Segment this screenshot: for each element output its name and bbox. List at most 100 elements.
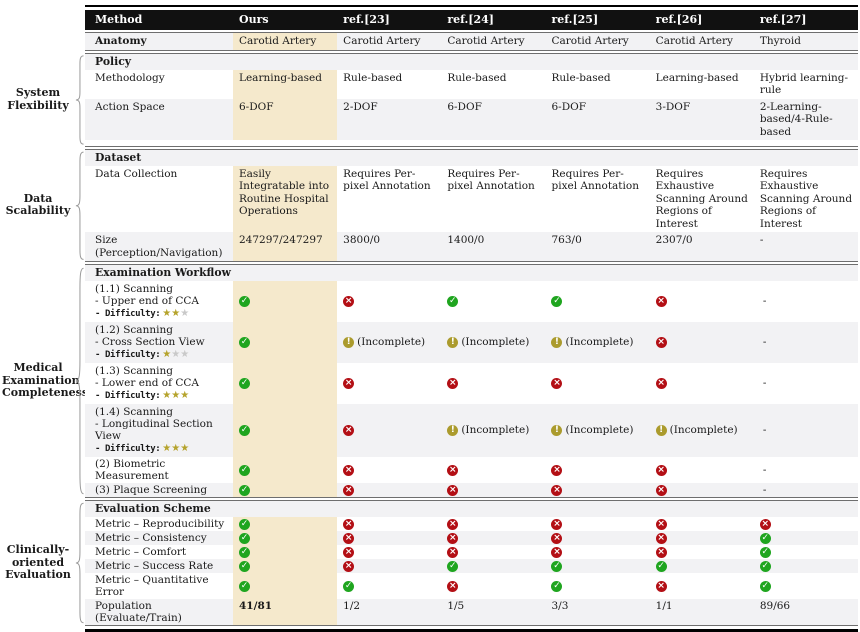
status-cell: × bbox=[337, 363, 441, 404]
check-icon: ✓ bbox=[239, 425, 250, 436]
cross-icon: × bbox=[655, 378, 667, 389]
incomplete-icon: ! bbox=[655, 425, 667, 436]
star-filled-icon: ★ bbox=[162, 390, 172, 401]
status-cell: × bbox=[441, 573, 545, 599]
column-header-ref26: ref.[26] bbox=[655, 13, 703, 26]
status-cell: × bbox=[337, 531, 441, 545]
check-icon: ✓ bbox=[239, 560, 250, 572]
row-label: Metric – Comfort bbox=[95, 546, 187, 558]
check-icon: ✓ bbox=[343, 580, 355, 592]
side-label-system-flexibility: System Flexibility bbox=[7, 86, 69, 112]
check-icon: ✓ bbox=[655, 560, 667, 572]
status-cell: ✓ bbox=[754, 545, 858, 559]
cross-icon: × bbox=[551, 518, 563, 530]
check-icon: ✓ bbox=[447, 296, 459, 307]
status-cell: - bbox=[762, 484, 767, 496]
section-header: Evaluation Scheme bbox=[85, 501, 858, 517]
status-cell: - bbox=[762, 424, 767, 437]
table-cell: Rule-based bbox=[447, 71, 507, 84]
check-icon: ✓ bbox=[759, 560, 771, 572]
cross-icon: × bbox=[343, 560, 355, 572]
table-cell: Rule-based bbox=[343, 71, 403, 84]
table-cell: Carotid Artery bbox=[551, 35, 629, 47]
row-label: Size (Perception/Navigation) bbox=[95, 234, 223, 259]
column-header-ref27: ref.[27] bbox=[759, 13, 807, 26]
status-cell: × bbox=[650, 457, 754, 483]
section-policy: System Flexibility Policy Methodology Le… bbox=[0, 52, 860, 147]
table-cell: 2-Learning-based/4-Rule-based bbox=[759, 100, 833, 138]
status-cell: × bbox=[441, 517, 545, 531]
check-icon: ✓ bbox=[447, 560, 459, 572]
table-row: Data Collection Easily Integratable into… bbox=[85, 165, 858, 232]
table-row: (3) Plaque Screening ✓ × × × × - bbox=[85, 483, 858, 497]
check-icon: ✓ bbox=[239, 518, 250, 530]
status-cell: ✓ bbox=[233, 281, 338, 322]
cross-icon: × bbox=[447, 532, 459, 544]
table-cell: Carotid Artery bbox=[343, 35, 421, 47]
column-header-ref24: ref.[24] bbox=[447, 13, 495, 26]
row-label: (1.1) Scanning - Upper end of CCA - Diff… bbox=[95, 283, 199, 319]
table-row: Metric – Consistency ✓ × × × × ✓ bbox=[85, 531, 858, 545]
incomplete-icon: ! bbox=[551, 337, 563, 348]
star-filled-icon: ★ bbox=[162, 443, 172, 454]
table-cell: Rule-based bbox=[551, 71, 611, 84]
status-cell: × bbox=[650, 322, 754, 363]
status-cell: × bbox=[754, 517, 858, 531]
row-label: (2) Biometric Measurement bbox=[95, 458, 169, 482]
cross-icon: × bbox=[343, 518, 355, 530]
column-header-method: Method bbox=[95, 13, 143, 26]
table-cell: Carotid Artery bbox=[655, 35, 733, 47]
row-label: Anatomy bbox=[95, 35, 147, 47]
row-label: Action Space bbox=[95, 100, 165, 113]
table-cell: Requires Exhaustive Scanning Around Regi… bbox=[655, 167, 748, 230]
difficulty-label: - Difficulty: bbox=[95, 443, 161, 454]
table-row: Anatomy Carotid Artery Carotid Artery Ca… bbox=[85, 33, 858, 50]
cross-icon: × bbox=[343, 425, 355, 436]
incomplete-icon: ! bbox=[343, 337, 355, 348]
status-cell: × bbox=[545, 531, 649, 545]
check-icon: ✓ bbox=[239, 580, 250, 592]
status-cell: ✓ bbox=[233, 517, 338, 531]
status-cell: × bbox=[337, 281, 441, 322]
status-cell: ! (Incomplete) bbox=[545, 404, 649, 457]
side-label-data-scalability: Data Scalability bbox=[5, 191, 71, 218]
cross-icon: × bbox=[447, 546, 459, 558]
status-cell: × bbox=[441, 483, 545, 497]
row-label: (1.2) Scanning - Cross Section View - Di… bbox=[95, 324, 205, 360]
check-icon: ✓ bbox=[551, 296, 563, 307]
status-cell: × bbox=[650, 531, 754, 545]
cross-icon: × bbox=[343, 378, 355, 389]
incomplete-icon: ! bbox=[447, 425, 459, 436]
table-row: Action Space 6-DOF 2-DOF 6-DOF 6-DOF 3-D… bbox=[85, 98, 858, 140]
table-header-block: Method Ours ref.[23] ref.[24] ref.[25] r… bbox=[0, 5, 860, 30]
table-cell: 89/66 bbox=[759, 600, 791, 612]
status-cell: × bbox=[545, 517, 649, 531]
section-header: Examination Workflow bbox=[85, 265, 858, 281]
column-header-ref25: ref.[25] bbox=[551, 13, 599, 26]
status-cell: - bbox=[762, 336, 767, 349]
status-cell: ✓ bbox=[337, 573, 441, 599]
cross-icon: × bbox=[655, 464, 667, 476]
cross-icon: × bbox=[655, 546, 667, 558]
row-label: (3) Plaque Screening bbox=[95, 484, 208, 496]
cross-icon: × bbox=[655, 296, 667, 307]
status-cell: ! (Incomplete) bbox=[650, 404, 754, 457]
table-cell: 3-DOF bbox=[655, 100, 691, 113]
table-cell: 247297/247297 bbox=[233, 232, 338, 261]
section-brace-icon bbox=[75, 55, 84, 145]
table-row: Metric – Reproducibility ✓ × × × × × bbox=[85, 517, 858, 531]
cross-icon: × bbox=[655, 484, 667, 496]
incomplete-icon: ! bbox=[551, 425, 563, 436]
status-cell: ✓ bbox=[233, 573, 338, 599]
table-cell: Thyroid bbox=[759, 35, 801, 47]
table-row: Metric – Comfort ✓ × × × × ✓ bbox=[85, 545, 858, 559]
star-filled-icon: ★ bbox=[162, 349, 172, 360]
status-cell: ✓ bbox=[233, 363, 338, 404]
status-cell: × bbox=[545, 483, 649, 497]
table-cell: 6-DOF bbox=[233, 98, 338, 140]
column-header-ref23: ref.[23] bbox=[343, 13, 390, 26]
table-cell: Hybrid learning-rule bbox=[759, 71, 849, 97]
table-cell: 6-DOF bbox=[551, 100, 587, 113]
status-cell: × bbox=[650, 517, 754, 531]
difficulty-label: - Difficulty: bbox=[95, 349, 161, 360]
